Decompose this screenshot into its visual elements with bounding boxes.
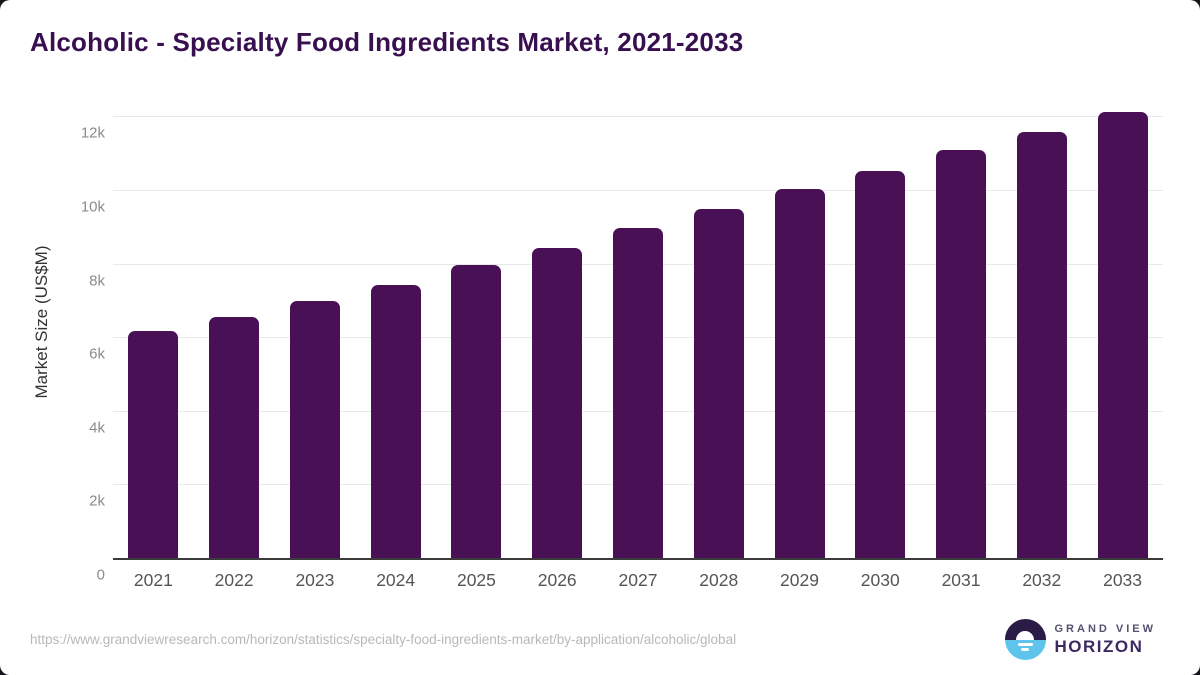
bar-slot-2025 <box>436 100 517 559</box>
x-tick-label-2029: 2029 <box>780 570 819 590</box>
x-tick-label-2021: 2021 <box>133 570 173 590</box>
gridline-10k <box>113 189 1163 191</box>
bar-2027[interactable] <box>612 228 663 559</box>
bar-slot-2031 <box>921 100 1002 559</box>
bar-slot-2023 <box>275 100 356 559</box>
x-tick-label-2031: 2031 <box>941 570 981 590</box>
bar-2032[interactable] <box>1016 131 1067 559</box>
bar-slot-2028 <box>678 100 759 559</box>
x-tick-label-2024: 2024 <box>376 570 416 590</box>
bar-slot-2033 <box>1082 100 1163 559</box>
bar-2031[interactable] <box>936 150 987 559</box>
bars-container <box>113 100 1163 559</box>
logo-brand-name: GRAND VIEW <box>1054 622 1156 635</box>
gridline-12k <box>113 116 1163 118</box>
bar-slot-2024 <box>355 100 436 559</box>
source-url-link[interactable]: https://www.grandviewresearch.com/horizo… <box>30 632 737 647</box>
y-tick-label-12k: 12k <box>80 124 105 142</box>
bar-2028[interactable] <box>693 209 744 559</box>
x-tick-label-2033: 2033 <box>1103 570 1143 590</box>
y-axis-title: Market Size (US$M) <box>32 245 51 399</box>
bar-slot-2030 <box>840 100 921 559</box>
x-tick-label-2026: 2026 <box>537 570 577 590</box>
logo-product-name: HORIZON <box>1054 636 1144 656</box>
bar-2030[interactable] <box>855 171 906 559</box>
logo-text: GRAND VIEW HORIZON <box>1055 623 1157 657</box>
y-tick-label-2k: 2k <box>89 492 105 510</box>
grand-view-horizon-logo: GRAND VIEW HORIZON <box>1004 619 1157 660</box>
y-tick-label-8k: 8k <box>89 272 105 290</box>
x-axis-line <box>113 558 1163 560</box>
horizon-sun-icon <box>1004 619 1046 660</box>
plot-area <box>113 100 1163 560</box>
bar-2024[interactable] <box>370 284 421 559</box>
bar-2029[interactable] <box>774 189 825 559</box>
bar-slot-2029 <box>759 100 840 559</box>
bar-slot-2027 <box>598 100 679 559</box>
y-tick-label-0: 0 <box>96 566 105 584</box>
chart-title: Alcoholic - Specialty Food Ingredients M… <box>30 27 744 57</box>
y-tick-label-10k: 10k <box>80 198 105 216</box>
x-tick-label-2027: 2027 <box>618 570 658 590</box>
bar-slot-2022 <box>194 100 275 559</box>
x-tick-label-2030: 2030 <box>860 570 900 590</box>
bar-2033[interactable] <box>1097 112 1148 559</box>
x-tick-label-2022: 2022 <box>214 570 254 590</box>
bar-2023[interactable] <box>289 301 340 559</box>
x-tick-label-2025: 2025 <box>456 570 496 590</box>
y-tick-label-4k: 4k <box>89 419 105 437</box>
y-tick-label-6k: 6k <box>89 345 105 363</box>
bar-2021[interactable] <box>128 330 179 559</box>
x-axis-labels: 2021 2022 2023 2024 2025 2026 2027 2028 2029 2030… <box>113 570 1163 591</box>
bar-slot-2026 <box>517 100 598 559</box>
bar-2025[interactable] <box>451 265 502 559</box>
x-tick-label-2032: 2032 <box>1022 570 1062 590</box>
x-tick-label-2028: 2028 <box>699 570 739 590</box>
bar-slot-2021 <box>113 100 194 559</box>
bar-slot-2032 <box>1001 100 1082 559</box>
bar-2022[interactable] <box>209 317 260 559</box>
bar-2026[interactable] <box>532 247 583 559</box>
x-tick-label-2023: 2023 <box>295 570 335 590</box>
